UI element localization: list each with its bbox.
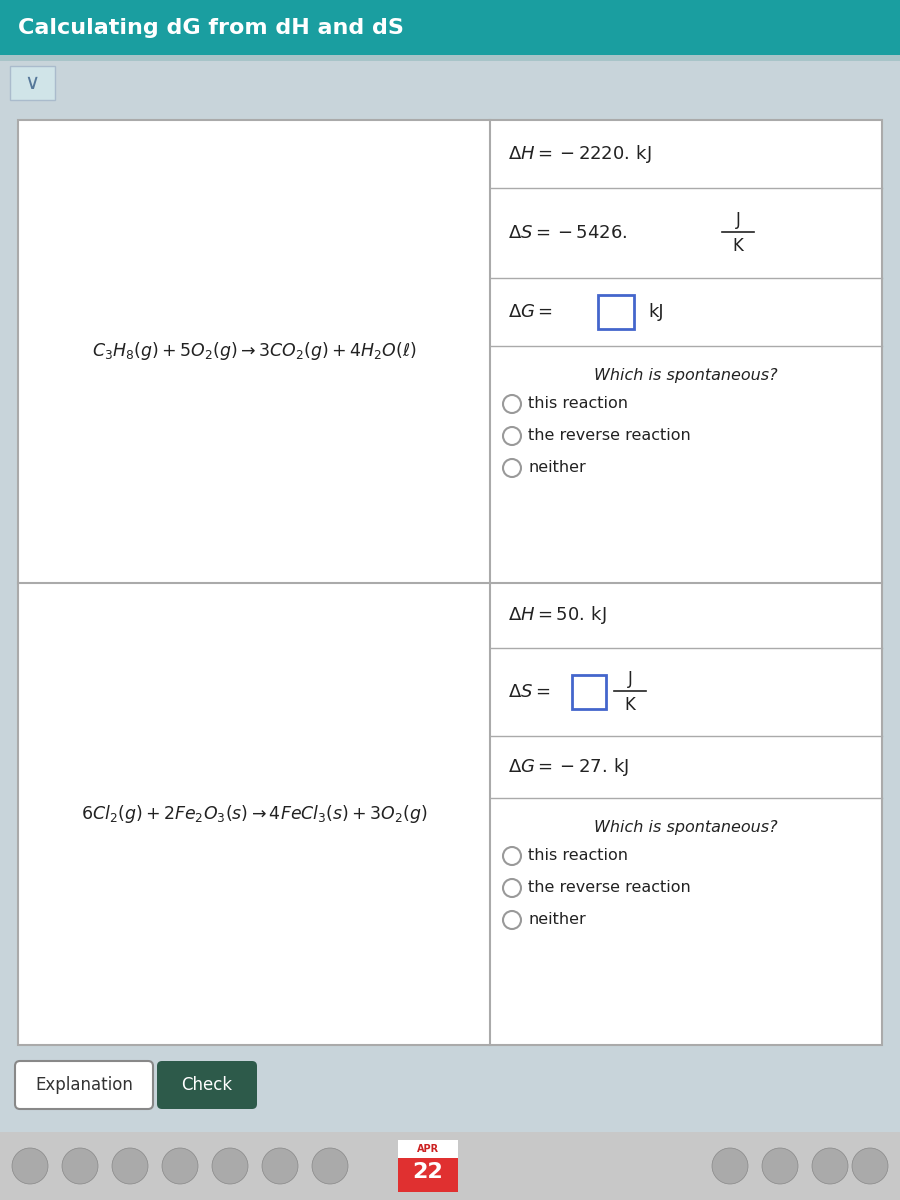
Text: the reverse reaction: the reverse reaction bbox=[528, 428, 691, 444]
Text: J: J bbox=[627, 670, 633, 688]
Text: $C_3H_8(g) + 5O_2(g) \rightarrow 3CO_2(g) + 4H_2O(\ell)$: $C_3H_8(g) + 5O_2(g) \rightarrow 3CO_2(g… bbox=[92, 341, 417, 362]
Text: $\Delta S = $: $\Delta S = $ bbox=[508, 683, 551, 701]
Text: this reaction: this reaction bbox=[528, 848, 628, 864]
Circle shape bbox=[503, 395, 521, 413]
Circle shape bbox=[762, 1148, 798, 1184]
Text: APR: APR bbox=[417, 1144, 439, 1154]
Bar bbox=[18, 120, 882, 1045]
Circle shape bbox=[712, 1148, 748, 1184]
Circle shape bbox=[503, 878, 521, 898]
Text: neither: neither bbox=[528, 912, 586, 928]
Text: K: K bbox=[625, 696, 635, 714]
Text: this reaction: this reaction bbox=[528, 396, 628, 412]
Bar bbox=[398, 1140, 458, 1192]
Text: Calculating dG from dH and dS: Calculating dG from dH and dS bbox=[18, 18, 404, 37]
Circle shape bbox=[503, 427, 521, 445]
Circle shape bbox=[162, 1148, 198, 1184]
Circle shape bbox=[312, 1148, 348, 1184]
Circle shape bbox=[812, 1148, 848, 1184]
Bar bbox=[0, 55, 900, 61]
FancyBboxPatch shape bbox=[15, 1061, 153, 1109]
Text: neither: neither bbox=[528, 461, 586, 475]
Circle shape bbox=[852, 1148, 888, 1184]
Circle shape bbox=[62, 1148, 98, 1184]
Bar bbox=[0, 0, 900, 55]
Bar bbox=[572, 674, 606, 709]
Circle shape bbox=[503, 458, 521, 476]
Circle shape bbox=[262, 1148, 298, 1184]
Text: $\Delta G = -27.\,\mathrm{kJ}$: $\Delta G = -27.\,\mathrm{kJ}$ bbox=[508, 756, 629, 778]
Text: $\Delta H = -2220.\,\mathrm{kJ}$: $\Delta H = -2220.\,\mathrm{kJ}$ bbox=[508, 143, 652, 164]
Bar bbox=[398, 1140, 458, 1158]
Circle shape bbox=[503, 911, 521, 929]
Text: Explanation: Explanation bbox=[35, 1076, 133, 1094]
Circle shape bbox=[212, 1148, 248, 1184]
Text: Check: Check bbox=[182, 1076, 232, 1094]
Text: J: J bbox=[735, 211, 741, 229]
Text: K: K bbox=[733, 236, 743, 254]
Bar bbox=[0, 1132, 900, 1200]
Text: kJ: kJ bbox=[648, 302, 663, 320]
Text: $\Delta S = -5426.\,$: $\Delta S = -5426.\,$ bbox=[508, 224, 627, 242]
Bar bbox=[598, 295, 634, 329]
Bar bbox=[10, 66, 55, 100]
Bar bbox=[0, 1132, 900, 1200]
Text: $\Delta G = $: $\Delta G = $ bbox=[508, 302, 553, 320]
Text: $\Delta H = 50.\,\mathrm{kJ}$: $\Delta H = 50.\,\mathrm{kJ}$ bbox=[508, 605, 607, 626]
Text: ∨: ∨ bbox=[24, 73, 40, 92]
Text: Which is spontaneous?: Which is spontaneous? bbox=[594, 368, 778, 383]
Text: $6Cl_2(g) + 2Fe_2O_3(s) \rightarrow 4FeCl_3(s) + 3O_2(g)$: $6Cl_2(g) + 2Fe_2O_3(s) \rightarrow 4FeC… bbox=[80, 803, 428, 826]
Text: 22: 22 bbox=[412, 1162, 444, 1182]
Text: the reverse reaction: the reverse reaction bbox=[528, 881, 691, 895]
Circle shape bbox=[12, 1148, 48, 1184]
Circle shape bbox=[112, 1148, 148, 1184]
FancyBboxPatch shape bbox=[157, 1061, 257, 1109]
Circle shape bbox=[503, 847, 521, 865]
Text: Which is spontaneous?: Which is spontaneous? bbox=[594, 820, 778, 835]
